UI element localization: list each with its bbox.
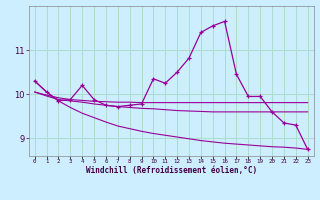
X-axis label: Windchill (Refroidissement éolien,°C): Windchill (Refroidissement éolien,°C)	[86, 166, 257, 175]
